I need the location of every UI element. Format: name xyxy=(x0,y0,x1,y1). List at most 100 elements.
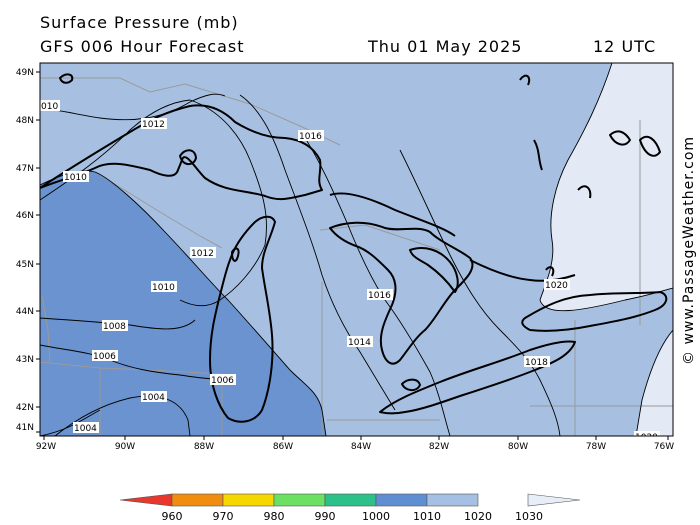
colorbar-tick-label: 1020 xyxy=(464,510,492,523)
isobar-label: 1012 xyxy=(190,247,216,259)
svg-text:1018: 1018 xyxy=(525,358,548,368)
svg-text:1004: 1004 xyxy=(142,393,165,403)
isobar-1020-east xyxy=(635,329,673,436)
lon-label: 88W xyxy=(194,442,214,452)
lon-label: 82W xyxy=(429,442,449,452)
longitude-axis: 92W 90W 88W 86W 84W 82W 80W 78W 76W xyxy=(36,436,674,452)
lat-label: 42N xyxy=(16,403,34,413)
small-lake-3 xyxy=(519,74,531,86)
lat-label: 46N xyxy=(16,211,34,221)
lat-label: 43N xyxy=(16,355,34,365)
svg-text:1016: 1016 xyxy=(368,291,391,301)
isobar-label: 1014 xyxy=(347,336,373,348)
svg-text:1020: 1020 xyxy=(545,281,568,291)
isobar-label: 1020 xyxy=(634,431,660,443)
small-lake-1 xyxy=(59,73,74,84)
svg-text:1010: 1010 xyxy=(152,283,175,293)
lon-label: 86W xyxy=(273,442,293,452)
lake-st-clair xyxy=(401,378,421,392)
colorbar: 960 970 980 990 1000 1010 1020 1030 xyxy=(119,493,581,523)
small-lake-2 xyxy=(533,139,543,171)
forecast-subtitle: GFS 006 Hour Forecast xyxy=(40,37,245,56)
lake-nipigon xyxy=(179,149,197,166)
lon-label: 92W xyxy=(36,442,56,452)
lake-huron xyxy=(329,221,474,365)
latitude-axis: 49N 48N 47N 46N 45N 44N 43N 42N 41N xyxy=(16,68,40,433)
colorbar-cell xyxy=(222,493,275,507)
borders xyxy=(40,77,673,436)
small-lake-7 xyxy=(545,266,555,277)
lat-label: 47N xyxy=(16,164,34,174)
colorbar-tick-label: 970 xyxy=(213,510,234,523)
colorbar-arrow-left xyxy=(119,493,173,507)
lake-ontario xyxy=(521,291,668,332)
svg-text:1012: 1012 xyxy=(191,249,214,259)
lon-label: 80W xyxy=(508,442,528,452)
map-title: Surface Pressure (mb) xyxy=(40,13,239,32)
georgian-bay xyxy=(409,247,459,293)
colorbar-tick-label: 1010 xyxy=(413,510,441,523)
forecast-date: Thu 01 May 2025 xyxy=(368,37,523,56)
isobar-label: 010 xyxy=(40,100,60,112)
colorbar-cell xyxy=(171,493,224,507)
colorbar-tick-label: 960 xyxy=(162,510,183,523)
isobar-label: 1010 xyxy=(151,281,177,293)
lat-label: 41N xyxy=(16,423,34,433)
forecast-time: 12 UTC xyxy=(593,37,657,56)
lat-label: 48N xyxy=(16,116,34,126)
isobar-1018 xyxy=(399,149,561,436)
colorbar-cell xyxy=(375,493,428,507)
credit-text: © www.PassageWeather.com xyxy=(681,136,697,365)
lake-winnebago xyxy=(231,247,240,262)
isobar-label: 1012 xyxy=(141,118,167,130)
isobar-1010 xyxy=(40,170,327,436)
small-lake-6 xyxy=(577,185,592,199)
svg-text:1006: 1006 xyxy=(93,352,116,362)
colorbar-arrow-right xyxy=(527,493,581,507)
svg-text:1010: 1010 xyxy=(64,173,87,183)
colorbar-tick-label: 980 xyxy=(264,510,285,523)
lon-label: 90W xyxy=(115,442,135,452)
isobar-label: 1016 xyxy=(298,130,324,142)
isobar-label: 1016 xyxy=(367,289,393,301)
svg-text:010: 010 xyxy=(41,102,58,112)
north-shore-islands xyxy=(329,192,456,237)
colorbar-tick-label: 990 xyxy=(315,510,336,523)
small-lake-4 xyxy=(609,130,631,146)
isobar-label: 1018 xyxy=(524,356,550,368)
ottawa-river xyxy=(469,259,576,282)
small-lake-5 xyxy=(639,135,661,157)
lon-label: 78W xyxy=(586,442,606,452)
colorbar-tick-label: 1030 xyxy=(515,510,543,523)
lon-label: 84W xyxy=(351,442,371,452)
isobar-label: 1004 xyxy=(73,422,99,434)
isobar-label: 1006 xyxy=(210,374,236,386)
colorbar-tick-label: 1000 xyxy=(362,510,390,523)
svg-text:1004: 1004 xyxy=(74,424,97,434)
svg-text:1008: 1008 xyxy=(103,322,126,332)
map-area: 010 1012 1016 1010 1012 1010 1008 1006 1… xyxy=(40,63,673,443)
lon-label: 76W xyxy=(654,442,674,452)
colorbar-cell xyxy=(426,493,479,507)
svg-text:1020: 1020 xyxy=(635,433,658,443)
colorbar-cell xyxy=(324,493,377,507)
colorbar-cell xyxy=(273,493,326,507)
isobar-1020 xyxy=(539,63,673,312)
isobar-1012 xyxy=(40,99,267,307)
lake-erie xyxy=(379,340,576,415)
isobar-label: 1010 xyxy=(63,171,89,183)
isobar-label: 1008 xyxy=(102,320,128,332)
coastlines xyxy=(40,73,668,423)
band-1000-1010 xyxy=(40,170,326,436)
lat-label: 44N xyxy=(16,307,34,317)
isobar-labels: 010 1012 1016 1010 1012 1010 1008 1006 1… xyxy=(40,100,660,443)
svg-text:1014: 1014 xyxy=(348,338,371,348)
band-1020-east-lower xyxy=(636,330,673,436)
colorbar-cells xyxy=(171,493,479,507)
isobar-1014 xyxy=(239,94,396,411)
lat-label: 45N xyxy=(16,260,34,270)
isobar-label: 1006 xyxy=(92,350,118,362)
map-frame xyxy=(39,62,674,437)
isobar-1006 xyxy=(40,344,226,380)
